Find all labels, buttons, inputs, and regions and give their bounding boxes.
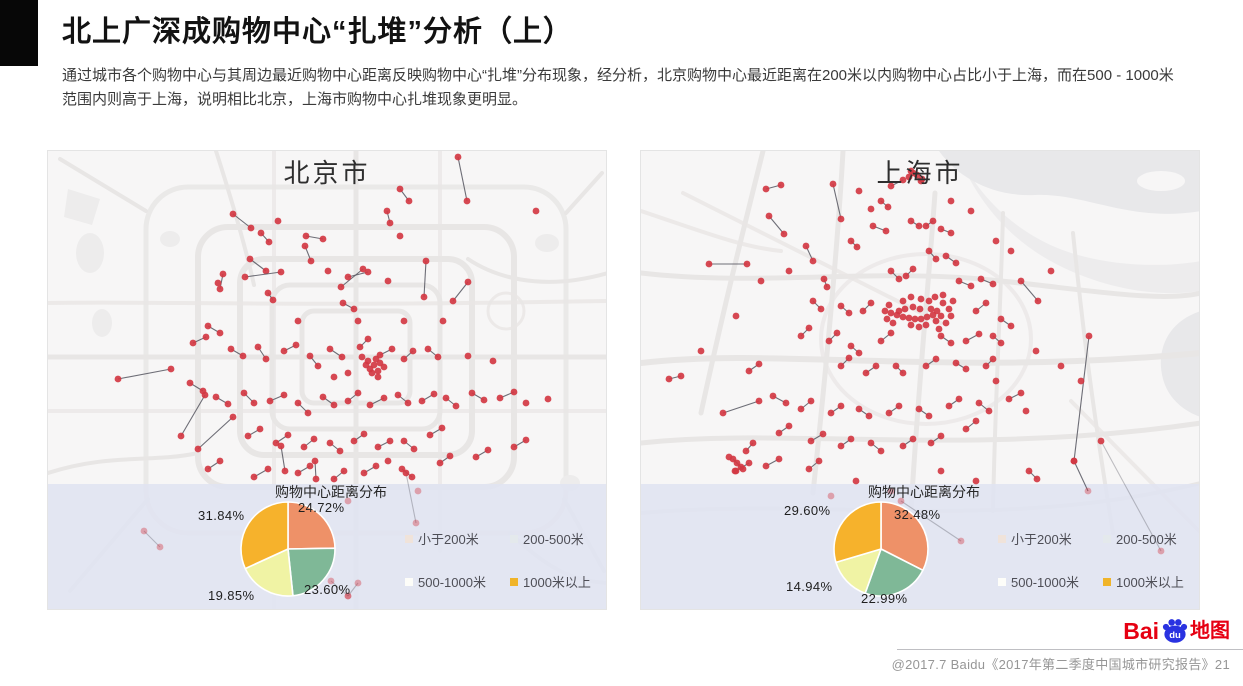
legend-item: 200-500米: [1103, 529, 1177, 548]
legend-label: 200-500米: [1116, 532, 1177, 547]
baidu-map-logo: Bai du 地图: [1123, 618, 1230, 644]
pie-label: 14.94%: [786, 579, 833, 594]
beijing-map-parks: [64, 189, 580, 491]
legend-marker-under200: [998, 534, 1006, 543]
footer-divider: [897, 649, 1243, 650]
baidu-paw-icon: du: [1162, 619, 1188, 643]
legend-item: 500-1000米: [998, 572, 1079, 591]
legend-item: 小于200米: [405, 529, 479, 548]
river-island: [1137, 171, 1185, 191]
beijing-shopping-center-dots: [114, 153, 552, 600]
legend-marker-over1000: [1103, 577, 1111, 586]
legend-label: 小于200米: [1011, 532, 1072, 547]
legend-marker-500-1000: [998, 577, 1006, 586]
accent-black-bar: [0, 0, 38, 66]
map-panel-beijing: 北京市 购物中心距离分布 24.72% 23.60% 19.85% 31.84%…: [47, 150, 607, 610]
legend-item: 小于200米: [998, 529, 1072, 548]
city-title-beijing: 北京市: [283, 158, 371, 188]
pie-label: 22.99%: [861, 591, 908, 606]
page-description: 通过城市各个购物中心与其周边最近购物中心距离反映购物中心“扎堆”分布现象，经分析…: [62, 67, 1174, 108]
footer-source-text: @2017.7 Baidu《2017年第二季度中国城市研究报告》21: [891, 657, 1230, 672]
pie-chart-beijing: [240, 501, 336, 597]
page-title: 北上广深成购物中心“扎堆”分析（上）: [62, 16, 574, 48]
shanghai-map-roads: [641, 151, 1199, 535]
pie-title: 购物中心距离分布: [868, 484, 980, 500]
pie-label: 29.60%: [784, 503, 831, 518]
legend-label: 1000米以上: [523, 575, 591, 590]
city-title-shanghai: 上海市: [876, 158, 964, 188]
legend-label: 1000米以上: [1116, 575, 1184, 590]
legend-marker-200-500: [510, 534, 518, 543]
map-panel-shanghai: 上海市 购物中心距离分布 32.48% 22.99% 14.94% 29.60%…: [640, 150, 1200, 610]
legend-label: 500-1000米: [1011, 575, 1079, 590]
svg-text:du: du: [1169, 630, 1181, 641]
pie-label: 24.72%: [298, 500, 345, 515]
legend-marker-under200: [405, 534, 413, 543]
legend-marker-200-500: [1103, 534, 1111, 543]
pie-label: 23.60%: [304, 582, 351, 597]
legend-item: 1000米以上: [510, 572, 591, 591]
baidu-logo-text: Bai: [1123, 618, 1159, 644]
shanghai-shopping-center-dots: [665, 167, 1165, 555]
baidu-logo-ditu-text: 地图: [1190, 620, 1230, 642]
pie-label: 19.85%: [208, 588, 255, 603]
pie-title: 购物中心距离分布: [275, 484, 387, 500]
pie-label: 31.84%: [198, 508, 245, 523]
legend-label: 200-500米: [523, 532, 584, 547]
legend-label: 500-1000米: [418, 575, 486, 590]
legend-item: 500-1000米: [405, 572, 486, 591]
legend-marker-over1000: [510, 577, 518, 586]
pie-chart-shanghai: [833, 501, 929, 597]
legend-label: 小于200米: [418, 532, 479, 547]
pie-label: 32.48%: [894, 507, 941, 522]
legend-item: 200-500米: [510, 529, 584, 548]
legend-item: 1000米以上: [1103, 572, 1184, 591]
legend-marker-500-1000: [405, 577, 413, 586]
